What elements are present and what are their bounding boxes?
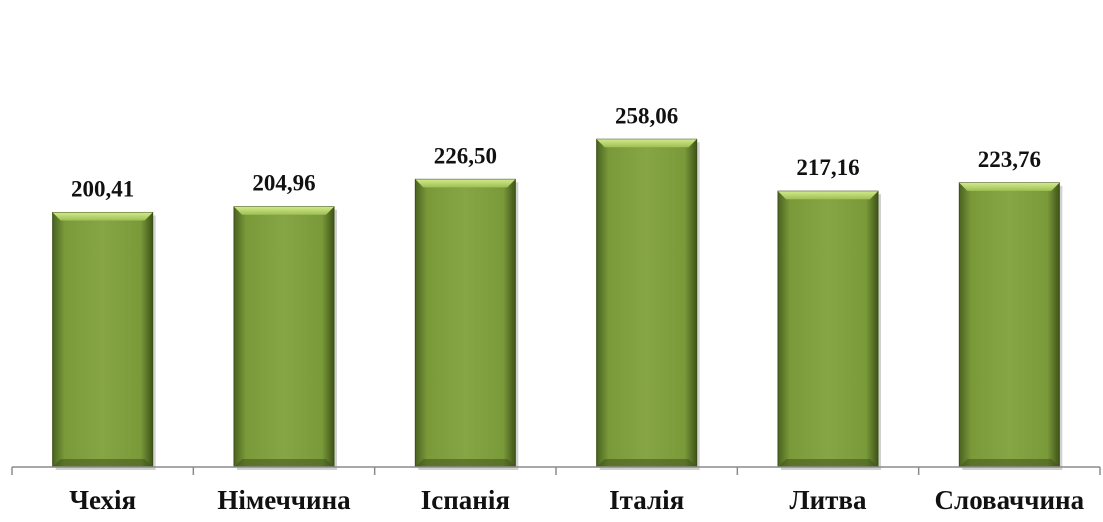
category-label: Німеччина (217, 485, 351, 515)
category-label: Литва (789, 485, 867, 515)
bar (52, 211, 156, 470)
x-axis-ticks (11, 467, 1101, 475)
value-labels-group: 200,41 204,96 226,50 258,06 217,16 223,76 (71, 103, 1041, 201)
value-label: 204,96 (252, 171, 315, 196)
category-label: Словаччина (935, 485, 1085, 515)
bar (596, 138, 700, 470)
bar (777, 190, 881, 471)
bar (414, 178, 519, 470)
value-label: 223,76 (978, 147, 1041, 172)
value-label: 200,41 (71, 176, 134, 201)
category-labels-group: Чехія Німеччина Іспанія Італія Литва Словаччи… (69, 485, 1084, 515)
bar (958, 182, 1063, 470)
bars-group (52, 138, 1063, 471)
category-label: Іспанія (421, 485, 510, 515)
category-label: Італія (609, 485, 684, 515)
category-label: Чехія (69, 485, 136, 515)
value-label: 258,06 (615, 103, 678, 128)
value-label: 226,50 (434, 143, 497, 168)
value-label: 217,16 (796, 155, 859, 180)
bar (233, 206, 337, 470)
